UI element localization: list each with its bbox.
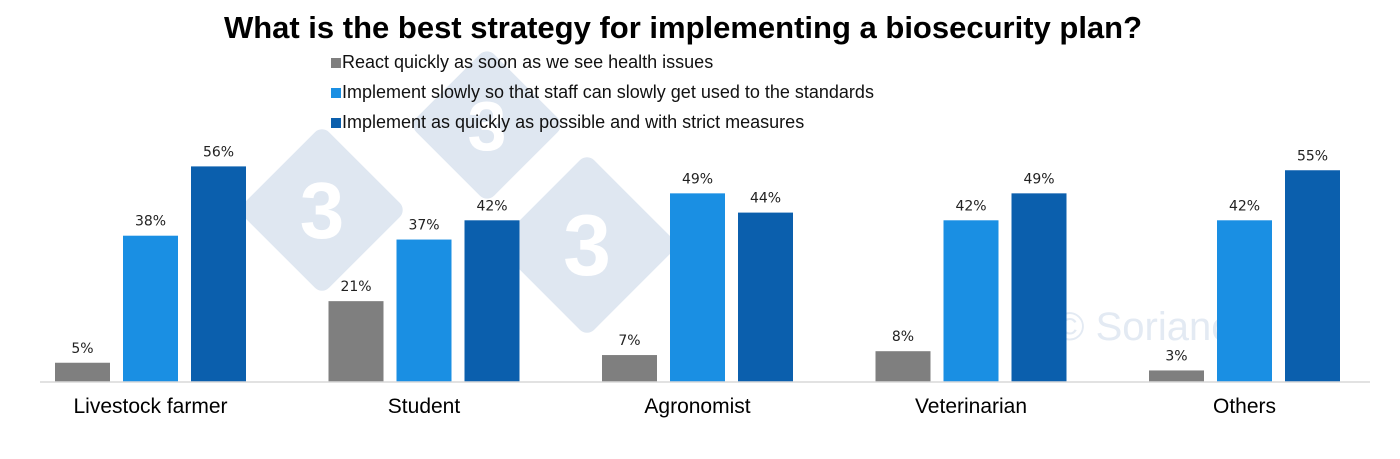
watermark-diamond-1 — [241, 129, 403, 291]
data-label-quickly-3: 49% — [1023, 171, 1054, 187]
data-label-quickly-4: 55% — [1297, 148, 1328, 164]
category-label-group: Livestock farmer Student Agronomist Veterin… — [73, 395, 1276, 418]
legend-swatch-react — [331, 58, 341, 68]
bar-quickly-4 — [1285, 170, 1340, 382]
data-label-slowly-2: 49% — [682, 171, 713, 187]
watermark-glyph-3: 3 — [563, 198, 611, 294]
bar-slowly-4 — [1217, 220, 1272, 382]
bar-react-4 — [1149, 370, 1204, 382]
category-label-1: Student — [388, 395, 461, 418]
bar-quickly-3 — [1011, 193, 1067, 382]
bar-series-group — [55, 166, 1340, 382]
category-label-3: Veterinarian — [915, 395, 1027, 418]
data-label-slowly-0: 38% — [135, 214, 166, 230]
legend-swatch-quickly — [331, 118, 341, 128]
data-label-slowly-4: 42% — [1229, 198, 1260, 214]
bar-quickly-1 — [464, 220, 520, 382]
category-label-0: Livestock farmer — [73, 395, 227, 418]
watermark-logo: 3 3 3 © Soriano — [241, 51, 1233, 349]
bar-react-0 — [55, 362, 110, 382]
bar-react-2 — [602, 355, 657, 382]
legend-swatch-slowly — [331, 88, 341, 98]
bar-quickly-0 — [191, 166, 246, 382]
data-label-slowly-3: 42% — [955, 198, 986, 214]
data-label-slowly-1: 37% — [408, 218, 439, 234]
chart-title: What is the best strategy for implementi… — [224, 10, 1142, 45]
data-label-quickly-0: 56% — [203, 144, 234, 160]
watermark-credit: © Soriano — [1055, 305, 1233, 349]
bar-slowly-1 — [396, 239, 452, 382]
bar-slowly-2 — [670, 193, 725, 382]
legend-label-react: React quickly as soon as we see health i… — [342, 52, 713, 72]
bar-react-1 — [328, 301, 384, 382]
data-label-quickly-1: 42% — [476, 198, 507, 214]
category-label-4: Others — [1213, 395, 1276, 418]
bar-quickly-2 — [738, 212, 793, 382]
data-label-react-4: 3% — [1165, 348, 1187, 364]
data-label-react-2: 7% — [618, 333, 640, 349]
data-label-react-1: 21% — [340, 279, 371, 295]
watermark-glyph-1: 3 — [300, 166, 345, 255]
watermark-diamond-2 — [413, 51, 561, 199]
data-label-group: 5% 38% 56% 21% 37% 42% 7% 49% 44% 8% 42% 49% 3% 42% 55… — [71, 144, 1328, 364]
bar-slowly-3 — [943, 220, 999, 382]
data-label-react-0: 5% — [71, 341, 93, 357]
legend: React quickly as soon as we see health i… — [331, 52, 874, 132]
category-label-2: Agronomist — [644, 395, 750, 418]
bar-slowly-0 — [123, 235, 178, 382]
watermark-glyph-2: 3 — [468, 87, 507, 165]
watermark-diamond-3 — [499, 157, 675, 333]
data-label-quickly-2: 44% — [750, 191, 781, 207]
bar-react-3 — [875, 351, 931, 382]
legend-label-quickly: Implement as quickly as possible and wit… — [342, 112, 804, 132]
legend-label-slowly: Implement slowly so that staff can slowl… — [342, 82, 874, 102]
data-label-react-3: 8% — [892, 329, 914, 345]
